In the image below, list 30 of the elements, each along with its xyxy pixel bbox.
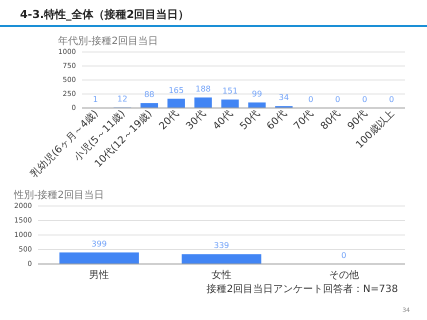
data-label: 0 bbox=[335, 95, 340, 104]
data-label: 188 bbox=[195, 84, 211, 94]
data-label: 165 bbox=[168, 86, 184, 95]
text: 接種2回目当日アンケート回答者：N=738 bbox=[206, 283, 398, 295]
chart-title: 性別-接種2回目当日 bbox=[13, 189, 104, 201]
x-tick-label: 80代 bbox=[318, 108, 343, 132]
chart-title: 年代別-接種2回目当日 bbox=[58, 35, 158, 47]
data-label: 99 bbox=[252, 89, 262, 98]
data-label: 34 bbox=[278, 93, 289, 102]
data-label: 12 bbox=[117, 94, 128, 104]
data-label: 151 bbox=[222, 86, 238, 96]
data-label: 1 bbox=[92, 94, 98, 104]
x-tick-label: 40代 bbox=[211, 108, 236, 132]
text: 4-3.特性_全体（接種2回目当日） bbox=[20, 8, 190, 21]
x-tick-label: 60代 bbox=[265, 108, 289, 132]
data-label: 0 bbox=[341, 251, 346, 260]
data-label: 0 bbox=[308, 95, 314, 104]
x-tick-label: その他 bbox=[328, 269, 359, 281]
data-label: 88 bbox=[144, 90, 154, 100]
x-tick-label: 20代 bbox=[157, 108, 182, 132]
x-tick-label: 30代 bbox=[184, 108, 208, 132]
x-tick-label: 70代 bbox=[292, 108, 316, 132]
data-label: 399 bbox=[92, 239, 107, 248]
data-label: 339 bbox=[214, 241, 230, 250]
x-tick-label: 90代 bbox=[346, 108, 370, 132]
data-label: 0 bbox=[362, 95, 368, 104]
x-tick-label: 男性 bbox=[89, 269, 110, 281]
x-tick-label: 女性 bbox=[212, 269, 232, 281]
data-label: 0 bbox=[388, 95, 394, 104]
x-tick-label: 50代 bbox=[238, 108, 262, 132]
